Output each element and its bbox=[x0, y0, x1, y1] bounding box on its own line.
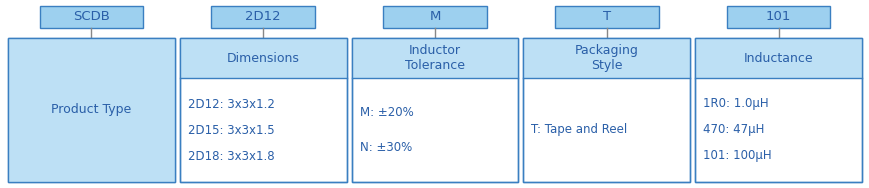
Bar bbox=[523, 38, 689, 182]
Bar bbox=[554, 6, 658, 28]
Text: 2D12: 2D12 bbox=[245, 11, 281, 24]
Text: N: ±30%: N: ±30% bbox=[359, 141, 411, 154]
Text: Inductor
Tolerance: Inductor Tolerance bbox=[405, 44, 464, 72]
Bar bbox=[351, 38, 518, 182]
Bar bbox=[180, 38, 346, 182]
Text: 101: 101 bbox=[765, 11, 791, 24]
Text: Dimensions: Dimensions bbox=[227, 52, 299, 64]
Text: 101: 100μH: 101: 100μH bbox=[702, 149, 771, 162]
Bar bbox=[180, 38, 346, 78]
Bar bbox=[40, 6, 143, 28]
Text: Packaging
Style: Packaging Style bbox=[574, 44, 638, 72]
Text: SCDB: SCDB bbox=[73, 11, 109, 24]
Text: T: Tape and Reel: T: Tape and Reel bbox=[531, 124, 627, 136]
Text: 2D18: 3x3x1.8: 2D18: 3x3x1.8 bbox=[188, 149, 274, 162]
Bar bbox=[351, 38, 518, 182]
Bar bbox=[523, 38, 689, 78]
Text: 2D12: 3x3x1.2: 2D12: 3x3x1.2 bbox=[188, 98, 275, 111]
Bar bbox=[8, 38, 175, 182]
Bar bbox=[8, 38, 175, 182]
Text: 2D15: 3x3x1.5: 2D15: 3x3x1.5 bbox=[188, 124, 274, 136]
Bar bbox=[351, 38, 518, 78]
Text: 470: 47μH: 470: 47μH bbox=[702, 124, 764, 136]
Text: Product Type: Product Type bbox=[51, 104, 131, 117]
Text: 1R0: 1.0μH: 1R0: 1.0μH bbox=[702, 98, 768, 111]
Bar bbox=[523, 38, 689, 182]
Bar bbox=[694, 38, 861, 182]
Bar bbox=[211, 6, 315, 28]
Bar bbox=[726, 6, 829, 28]
Text: M: M bbox=[428, 11, 441, 24]
Bar bbox=[383, 6, 486, 28]
Text: M: ±20%: M: ±20% bbox=[359, 106, 413, 119]
Text: Inductance: Inductance bbox=[743, 52, 813, 64]
Text: T: T bbox=[602, 11, 610, 24]
Bar bbox=[694, 38, 861, 78]
Bar bbox=[8, 38, 175, 182]
Bar bbox=[180, 38, 346, 182]
Bar bbox=[694, 38, 861, 182]
